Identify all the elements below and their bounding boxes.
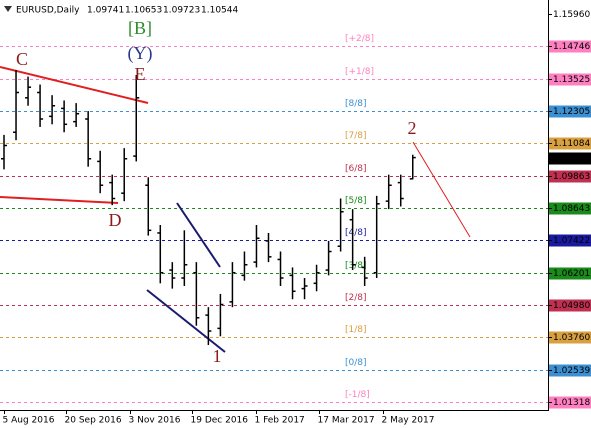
menu-icon[interactable] <box>4 6 12 12</box>
header-values: 1.09741 1.10653 1.09723 1.10544 <box>87 6 238 16</box>
y-tick-box <box>549 170 591 183</box>
x-tick-label: 1 Feb 2017 <box>255 416 305 426</box>
y-tick-label: 1.13525 <box>553 75 590 85</box>
x-tick-label: 5 Aug 2016 <box>3 416 55 426</box>
trend-line <box>146 289 226 353</box>
y-tick-label: 1.02539 <box>553 366 590 376</box>
level-name: [0/8] <box>345 358 367 368</box>
y-tick-label: 1.04980 <box>553 301 590 311</box>
trend-line <box>412 141 471 238</box>
y-tick-label: 1.06201 <box>553 269 590 279</box>
x-tick-label: 3 Nov 2016 <box>129 416 181 426</box>
wave-label: C <box>16 49 28 69</box>
level-name: [1/8] <box>345 325 367 335</box>
y-tick-box <box>549 105 591 118</box>
level-name: [4/8] <box>345 228 367 238</box>
y-tick-box <box>549 364 591 377</box>
x-tick-label: 19 Dec 2016 <box>191 416 249 426</box>
y-tick-label: 1.11084 <box>553 139 590 149</box>
wave-label: (Y) <box>128 43 153 64</box>
level-name: [6/8] <box>345 164 367 174</box>
y-tick-box <box>549 267 591 280</box>
y-tick-label: 1.03760 <box>553 333 590 343</box>
y-tick-label: 1.07422 <box>553 236 590 246</box>
wave-label: E <box>135 64 146 84</box>
wave-label: [B] <box>128 18 152 38</box>
y-tick-box <box>549 73 591 86</box>
y-tick-box <box>549 40 591 53</box>
symbol: EURUSD,Daily <box>16 6 80 16</box>
y-tick-label: 1.15960 <box>553 10 590 20</box>
y-tick-box <box>549 331 591 344</box>
level-name: [8/8] <box>345 99 367 109</box>
axis-labels: 1.14746 1.13525 1.12305 1.11084 1.09863 1.086… <box>3 10 591 426</box>
x-tick-label: 20 Sep 2016 <box>65 416 122 426</box>
y-tick-box <box>549 137 591 150</box>
last-price-box <box>549 152 591 165</box>
y-tick-box <box>549 396 591 409</box>
level-name: [3/8] <box>345 261 367 271</box>
level-name: [+1/8] <box>345 67 374 77</box>
header-high: 1.10653 <box>125 6 162 16</box>
trend-line <box>0 66 149 104</box>
trend-line <box>0 196 119 204</box>
header-low: 1.09723 <box>163 6 200 16</box>
level-name: [2/8] <box>345 293 367 303</box>
y-tick-label: 1.01318 <box>553 398 590 408</box>
x-tick-label: 2 May 2017 <box>382 416 435 426</box>
wave-label: D <box>109 210 122 230</box>
level-name: [5/8] <box>345 196 367 206</box>
y-tick-box <box>549 299 591 312</box>
wave-label: 1 <box>213 346 222 366</box>
bars <box>1 69 416 346</box>
level-name: [7/8] <box>345 131 367 141</box>
level-name: [+2/8] <box>345 34 374 44</box>
y-tick-label: 1.12305 <box>553 107 590 117</box>
header-close: 1.10544 <box>201 6 238 16</box>
level-name: [-1/8] <box>345 390 370 400</box>
trend-line <box>176 202 221 268</box>
y-tick-label: 1.14746 <box>553 42 590 52</box>
y-tick-label: 1.09863 <box>553 172 590 182</box>
levels: [+2/8] [+1/8] [8/8] [7/8] [6/8] [5/8] [4/8] [3/… <box>0 34 548 403</box>
y-tick-box <box>549 202 591 215</box>
wave-label: 2 <box>408 118 417 138</box>
y-tick-box <box>549 234 591 247</box>
y-tick-label: 1.08643 <box>553 204 590 214</box>
x-tick-label: 17 Mar 2017 <box>318 416 375 426</box>
last-price-label: 1.10544 <box>553 154 590 164</box>
header-open: 1.09741 <box>87 6 124 16</box>
